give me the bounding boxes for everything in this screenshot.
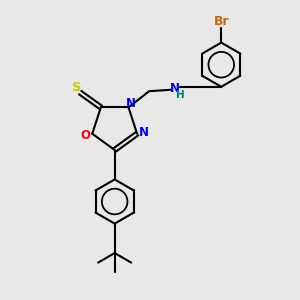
Text: S: S xyxy=(73,81,82,94)
Text: Br: Br xyxy=(214,16,230,28)
Text: H: H xyxy=(176,90,185,100)
Text: N: N xyxy=(170,82,180,95)
Text: N: N xyxy=(126,98,136,110)
Text: N: N xyxy=(139,126,148,139)
Text: O: O xyxy=(81,129,91,142)
